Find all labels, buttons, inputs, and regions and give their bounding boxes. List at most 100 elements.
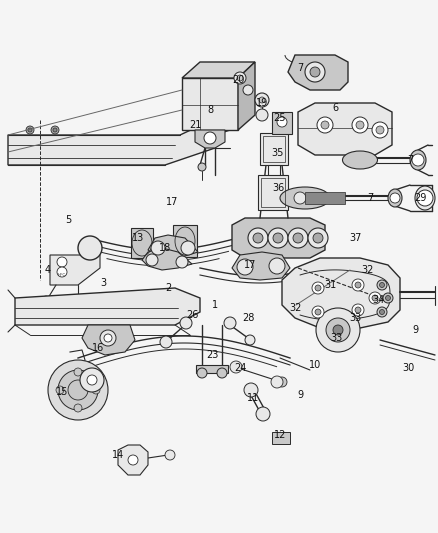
Polygon shape bbox=[15, 288, 200, 325]
Circle shape bbox=[268, 228, 288, 248]
Text: 18: 18 bbox=[159, 243, 171, 253]
Circle shape bbox=[165, 450, 175, 460]
Circle shape bbox=[312, 282, 324, 294]
Circle shape bbox=[78, 236, 102, 260]
Circle shape bbox=[259, 97, 265, 103]
Ellipse shape bbox=[388, 189, 402, 207]
Bar bbox=[261, 178, 285, 207]
Text: 7: 7 bbox=[407, 155, 413, 165]
Bar bbox=[272, 432, 290, 444]
Circle shape bbox=[412, 154, 424, 166]
Circle shape bbox=[315, 285, 321, 291]
Bar bbox=[258, 175, 288, 210]
Circle shape bbox=[85, 243, 95, 253]
Circle shape bbox=[42, 296, 50, 304]
Circle shape bbox=[51, 126, 59, 134]
Circle shape bbox=[217, 368, 227, 378]
Circle shape bbox=[243, 85, 253, 95]
Circle shape bbox=[269, 258, 285, 274]
Ellipse shape bbox=[410, 150, 426, 170]
Circle shape bbox=[26, 126, 34, 134]
Circle shape bbox=[244, 383, 258, 397]
Circle shape bbox=[151, 241, 165, 255]
Text: 4: 4 bbox=[45, 265, 51, 275]
Polygon shape bbox=[118, 445, 148, 475]
Circle shape bbox=[312, 306, 324, 318]
Circle shape bbox=[87, 375, 97, 385]
Circle shape bbox=[317, 117, 333, 133]
Circle shape bbox=[376, 126, 384, 134]
Circle shape bbox=[372, 295, 378, 301]
Circle shape bbox=[379, 310, 385, 314]
Circle shape bbox=[176, 256, 188, 268]
Circle shape bbox=[57, 267, 67, 277]
Text: 19: 19 bbox=[256, 98, 268, 108]
Ellipse shape bbox=[343, 151, 378, 169]
Text: 5: 5 bbox=[65, 215, 71, 225]
Text: 14: 14 bbox=[112, 450, 124, 460]
Bar bbox=[263, 136, 285, 162]
Circle shape bbox=[100, 330, 116, 346]
Circle shape bbox=[305, 62, 325, 82]
Text: 33: 33 bbox=[330, 333, 342, 343]
Circle shape bbox=[237, 259, 253, 275]
Circle shape bbox=[256, 109, 268, 121]
Text: 34: 34 bbox=[372, 295, 384, 305]
Circle shape bbox=[92, 386, 100, 394]
Circle shape bbox=[224, 317, 236, 329]
Ellipse shape bbox=[415, 186, 435, 210]
Circle shape bbox=[58, 370, 98, 410]
Polygon shape bbox=[232, 218, 325, 258]
Circle shape bbox=[315, 309, 321, 315]
Circle shape bbox=[248, 228, 268, 248]
Circle shape bbox=[379, 282, 385, 287]
Polygon shape bbox=[182, 62, 255, 78]
Circle shape bbox=[53, 128, 57, 132]
Circle shape bbox=[385, 295, 391, 301]
Circle shape bbox=[104, 334, 112, 342]
Polygon shape bbox=[148, 235, 198, 258]
Text: 10: 10 bbox=[309, 360, 321, 370]
Text: 29: 29 bbox=[414, 193, 426, 203]
Circle shape bbox=[255, 93, 269, 107]
Circle shape bbox=[234, 72, 246, 84]
Circle shape bbox=[294, 192, 306, 204]
Polygon shape bbox=[298, 103, 392, 155]
Text: HFC: HFC bbox=[58, 273, 66, 277]
Text: 15: 15 bbox=[56, 387, 68, 397]
Circle shape bbox=[377, 307, 387, 317]
Circle shape bbox=[28, 128, 32, 132]
Text: 17: 17 bbox=[244, 260, 256, 270]
Bar bbox=[305, 192, 345, 204]
Text: 31: 31 bbox=[324, 280, 336, 290]
Circle shape bbox=[237, 75, 243, 81]
Bar bbox=[272, 112, 292, 134]
Circle shape bbox=[68, 380, 88, 400]
Text: 35: 35 bbox=[272, 148, 284, 158]
Text: 24: 24 bbox=[234, 363, 246, 373]
Polygon shape bbox=[282, 258, 400, 328]
Text: 16: 16 bbox=[92, 343, 104, 353]
Circle shape bbox=[74, 368, 82, 376]
Circle shape bbox=[180, 317, 192, 329]
Circle shape bbox=[230, 361, 242, 373]
Ellipse shape bbox=[280, 187, 330, 209]
Text: 28: 28 bbox=[242, 313, 254, 323]
Circle shape bbox=[271, 376, 283, 388]
Circle shape bbox=[245, 335, 255, 345]
Text: 26: 26 bbox=[186, 310, 198, 320]
Text: 6: 6 bbox=[332, 103, 338, 113]
Circle shape bbox=[390, 193, 400, 203]
Circle shape bbox=[333, 325, 343, 335]
Text: 25: 25 bbox=[274, 113, 286, 123]
Circle shape bbox=[48, 360, 108, 420]
Circle shape bbox=[372, 122, 388, 138]
Circle shape bbox=[355, 307, 361, 313]
Text: 33: 33 bbox=[349, 313, 361, 323]
Circle shape bbox=[313, 233, 323, 243]
Bar bbox=[131, 228, 153, 258]
Polygon shape bbox=[142, 248, 192, 270]
Polygon shape bbox=[182, 78, 238, 130]
Circle shape bbox=[80, 368, 104, 392]
Text: 3: 3 bbox=[100, 278, 106, 288]
